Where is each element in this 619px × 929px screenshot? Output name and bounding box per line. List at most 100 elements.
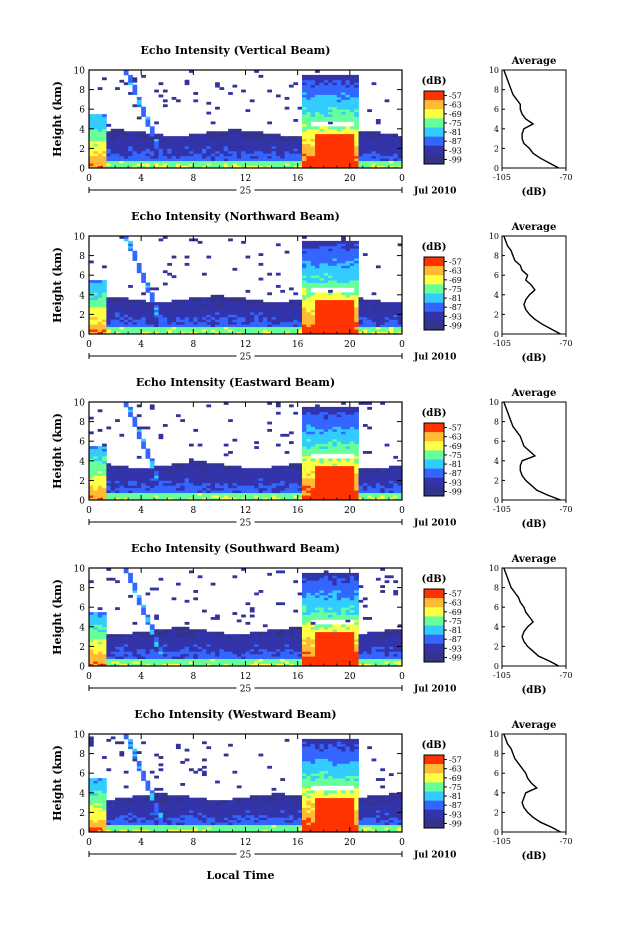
heatmap-cell (262, 150, 268, 154)
heatmap-cell (310, 492, 316, 496)
heatmap-cell (102, 658, 107, 662)
heatmap-cell (132, 497, 138, 501)
heatmap-cell (315, 419, 320, 422)
heatmap-cell (332, 304, 338, 308)
heatmap-cell (397, 487, 403, 491)
heatmap-cell (188, 495, 194, 498)
heatmap-cell (162, 629, 168, 633)
heatmap-cell (319, 321, 325, 325)
heatmap-cell (115, 646, 120, 650)
average-y-tick-label: 4 (494, 291, 499, 300)
heatmap-cell (315, 468, 320, 471)
heatmap-cell (141, 326, 146, 330)
heatmap-cell (184, 473, 190, 476)
heatmap-cell (336, 307, 342, 310)
heatmap-cell (319, 87, 325, 90)
heatmap-cell (202, 136, 207, 139)
heatmap-cell (215, 475, 220, 479)
heatmap-cell (332, 497, 338, 501)
heatmap-cell (223, 468, 229, 471)
heatmap-cell (341, 431, 346, 435)
heatmap-cell (262, 331, 268, 335)
heatmap-cell (306, 480, 312, 484)
heatmap-cell (328, 116, 333, 120)
heatmap-cell (319, 458, 325, 462)
heatmap-cell (362, 253, 368, 256)
colorbar-swatch (424, 284, 444, 294)
heatmap-cell (154, 477, 159, 481)
average-y-tick-label: 8 (494, 418, 499, 427)
heatmap-cell (380, 475, 386, 479)
heatmap-cell (97, 165, 103, 169)
heatmap-cell (341, 79, 346, 83)
heatmap-cell (275, 443, 281, 447)
heatmap-cell (171, 136, 177, 139)
heatmap-cell (115, 145, 120, 149)
heatmap-cell (310, 409, 316, 413)
heatmap-cell (141, 304, 146, 308)
heatmap-cell (319, 165, 325, 169)
heatmap-cell (115, 133, 120, 137)
heatmap-cell (141, 485, 146, 489)
heatmap-cell (315, 463, 320, 467)
heatmap-cell (280, 311, 286, 315)
heatmap-cell (354, 487, 359, 491)
heatmap-cell (145, 324, 151, 328)
heatmap-cell (262, 133, 268, 137)
heatmap-cell (288, 468, 294, 471)
heatmap-cell (328, 441, 333, 445)
heatmap-cell (193, 326, 199, 330)
heatmap-cell (332, 260, 338, 264)
day-label: 25 (240, 519, 252, 529)
heatmap-cell (302, 155, 307, 159)
heatmap-cell (371, 475, 377, 479)
heatmap-cell (358, 160, 364, 164)
heatmap-cell (89, 580, 94, 584)
heatmap-cell (336, 416, 342, 420)
heatmap-cell (228, 163, 233, 166)
heatmap-cell (349, 255, 355, 259)
heatmap-cell (306, 492, 312, 496)
heatmap-cell (315, 260, 320, 264)
heatmap-cell (128, 577, 133, 581)
heatmap-cell (271, 492, 277, 496)
heatmap-cell (141, 441, 146, 445)
heatmap-cell (297, 497, 303, 501)
heatmap-cell (180, 136, 186, 139)
heatmap-cell (89, 307, 94, 310)
heatmap-cell (175, 641, 181, 645)
heatmap-cell (302, 299, 307, 303)
heatmap-cell (206, 160, 212, 164)
heatmap-cell (258, 492, 264, 496)
heatmap-cell (184, 316, 190, 320)
heatmap-cell (206, 490, 212, 494)
heatmap-cell (345, 465, 351, 469)
heatmap-cell (371, 165, 377, 169)
heatmap-cell (288, 404, 294, 408)
x-tick-label: 20 (344, 506, 356, 516)
heatmap-cell (132, 165, 138, 169)
heatmap-cell (284, 451, 290, 454)
day-label: 25 (240, 353, 252, 363)
heatmap-cell (102, 621, 107, 625)
heatmap-cell (184, 324, 190, 328)
heatmap-cell (141, 160, 146, 164)
heatmap-cell (302, 465, 307, 469)
heatmap-cell (145, 653, 151, 657)
heatmap-cell (93, 634, 99, 637)
heatmap-cell (219, 470, 225, 474)
heatmap-cell (232, 311, 238, 315)
heatmap-cell (345, 248, 351, 252)
heatmap-cell (215, 299, 220, 303)
heatmap-cell (136, 597, 142, 601)
heatmap-cell (167, 272, 172, 276)
heatmap-cell (89, 451, 94, 454)
heatmap-cell (354, 253, 359, 256)
heatmap-cell (354, 136, 359, 139)
heatmap-cell (132, 480, 138, 484)
heatmap-cell (167, 651, 172, 655)
heatmap-cell (245, 319, 251, 323)
heatmap-cell (93, 643, 99, 647)
heatmap-cell (297, 331, 303, 335)
heatmap-cell (110, 319, 116, 323)
